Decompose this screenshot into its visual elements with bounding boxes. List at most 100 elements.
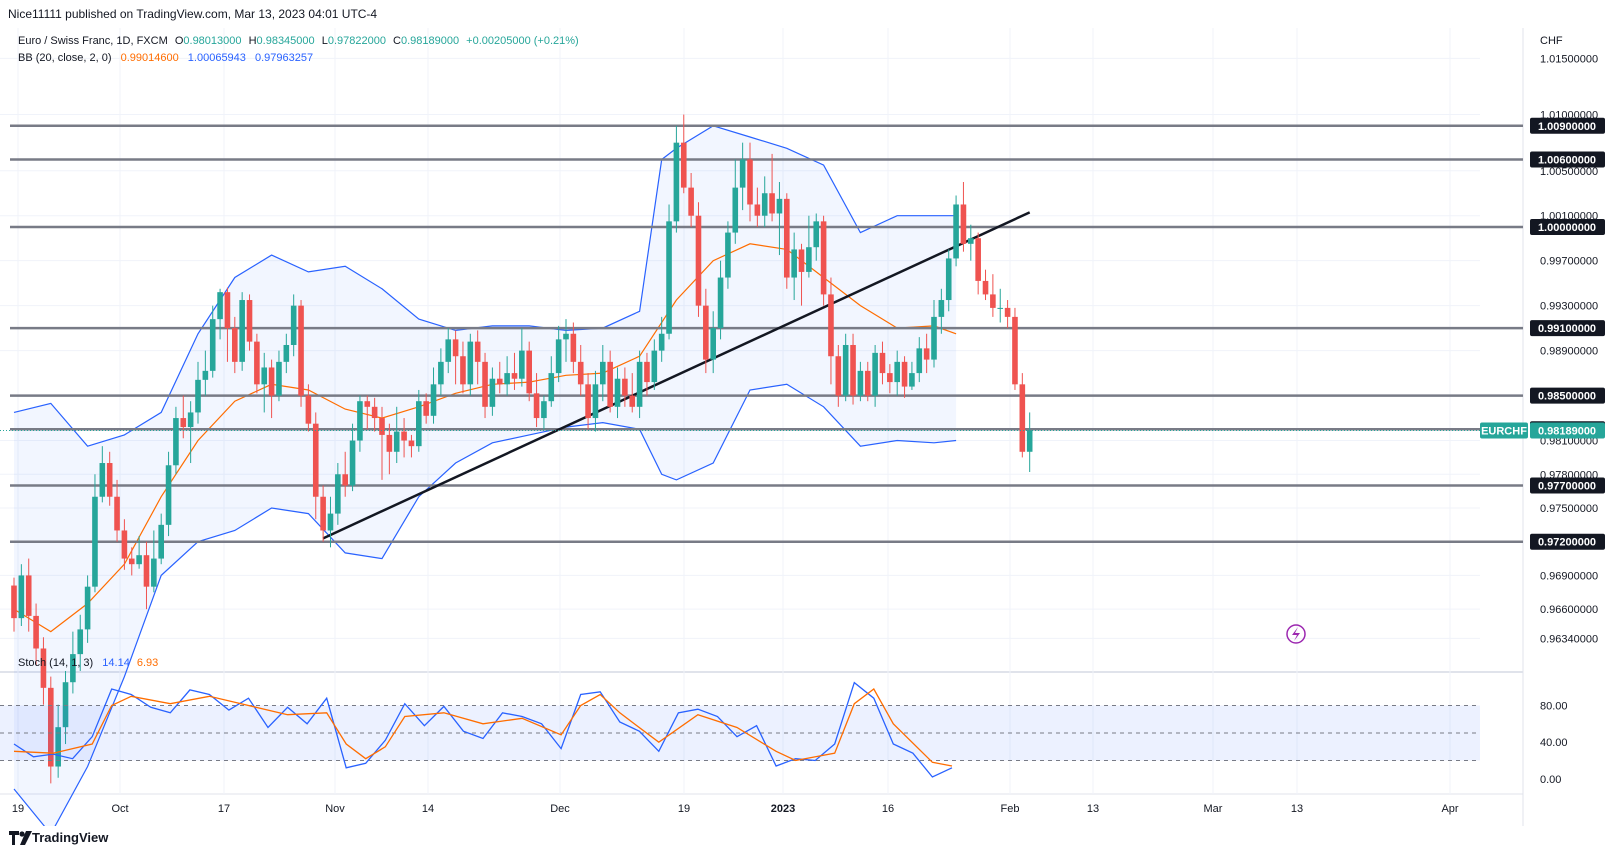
legend-o-value: 0.98013000 xyxy=(183,35,241,47)
grid-lines xyxy=(0,28,1480,794)
publish-line: Nice11111 published on TradingView.com, … xyxy=(8,7,378,21)
legend-stoch: Stoch (14, 1, 3) 14.14 6.93 xyxy=(18,657,158,669)
candle-body xyxy=(725,232,731,278)
candle-body xyxy=(386,434,393,452)
stoch-k-line xyxy=(13,681,953,778)
candle-body xyxy=(548,373,555,402)
candle-body xyxy=(268,367,275,396)
candle-body xyxy=(938,300,945,317)
price-tick-label: 0.97500000 xyxy=(1540,503,1598,515)
legend-o-key: O xyxy=(175,35,184,47)
lightning-icon[interactable] xyxy=(1286,624,1306,644)
candle-body xyxy=(305,395,312,424)
candle-body xyxy=(894,361,900,383)
candle-body xyxy=(364,401,371,407)
stoch-levels xyxy=(0,705,1480,761)
candle-body xyxy=(18,575,25,619)
candle-body xyxy=(342,474,348,486)
legend-l-value: 0.97822000 xyxy=(328,35,386,47)
tradingview-logo-icon xyxy=(9,831,32,845)
candle-body xyxy=(496,378,503,385)
candle-body xyxy=(33,615,39,649)
time-tick-label: Oct xyxy=(111,803,128,815)
time-axis: 19 Oct 17 Nov 14 Dec 19 2023 16 Feb 13 Mar 13 Apr xyxy=(12,803,1459,815)
candle-body xyxy=(136,555,142,565)
candle-body xyxy=(798,249,805,272)
candle-body xyxy=(982,280,989,295)
candle-body xyxy=(975,238,981,281)
legend-symbol: Euro / Swiss Franc, 1D, FXCM xyxy=(18,35,168,47)
legend-h-value: 0.98345000 xyxy=(257,35,315,47)
stochastic-series xyxy=(13,681,953,778)
candle-body xyxy=(990,294,996,308)
candle-body xyxy=(842,344,849,396)
footer: TradingView xyxy=(0,826,1621,857)
level-price-tag xyxy=(1530,320,1605,337)
candle-body xyxy=(77,629,84,655)
candle-body xyxy=(84,586,91,630)
price-tick-label: 0.98100000 xyxy=(1540,436,1598,448)
last-price-marker: EURCHF 0.98189000 xyxy=(1480,422,1605,439)
candle-body xyxy=(25,575,32,616)
candle-body xyxy=(408,440,415,447)
candle-body xyxy=(776,198,783,214)
candle-body xyxy=(519,350,525,379)
candle-body xyxy=(636,361,643,407)
candle-body xyxy=(747,159,753,205)
trendline[interactable] xyxy=(322,211,1031,540)
candle-body xyxy=(555,339,562,374)
symbol-tag xyxy=(1480,422,1528,439)
time-tick-label: 14 xyxy=(422,803,434,815)
candle-body xyxy=(467,341,474,385)
candle-body xyxy=(732,187,739,233)
candle-body xyxy=(791,249,797,278)
candle-body xyxy=(923,348,930,360)
candle-body xyxy=(290,305,297,345)
candle-body xyxy=(298,305,304,396)
candle-body xyxy=(460,356,466,385)
candle-body xyxy=(695,215,702,306)
candle-body xyxy=(887,373,893,383)
candle-body xyxy=(901,361,908,387)
candle-body xyxy=(187,412,194,428)
stoch-tick-label: 0.00 xyxy=(1540,774,1561,786)
candle-body xyxy=(393,431,400,452)
level-price-value: 0.98500000 xyxy=(1538,391,1596,403)
price-tick-label: 0.96900000 xyxy=(1540,570,1598,582)
candle-body xyxy=(585,384,591,419)
price-tick-label: 0.96600000 xyxy=(1540,604,1598,616)
candle-body xyxy=(482,361,488,407)
chart-canvas[interactable]: CHF 1.015000001.010000001.005000001.0010… xyxy=(0,28,1621,826)
candle-body xyxy=(312,423,319,497)
candle-body xyxy=(563,333,569,340)
price-tick-label: 0.99700000 xyxy=(1540,256,1598,268)
symbol-tag-text: EURCHF xyxy=(1481,426,1527,438)
candle-body xyxy=(688,187,694,216)
legend-bb-label: BB (20, close, 2, 0) xyxy=(18,52,112,64)
candle-body xyxy=(931,316,937,360)
candle-body xyxy=(239,300,245,362)
level-price-tag xyxy=(1530,151,1605,168)
legend-bb-basis: 0.99014600 xyxy=(121,52,179,64)
price-tick-label: 0.98900000 xyxy=(1540,346,1598,358)
time-tick-label: Apr xyxy=(1441,803,1458,815)
price-tick-label: 0.99300000 xyxy=(1540,301,1598,313)
time-tick-label: 19 xyxy=(12,803,24,815)
level-price-tag xyxy=(1530,387,1605,404)
candle-body xyxy=(379,418,385,435)
candle-body xyxy=(526,350,532,394)
time-tick-label: 2023 xyxy=(771,803,795,815)
candle-body xyxy=(489,378,496,407)
level-price-tag xyxy=(1530,117,1605,134)
time-tick-label: Nov xyxy=(325,803,345,815)
time-tick-label: 13 xyxy=(1087,803,1099,815)
candle-body xyxy=(209,319,216,371)
candle-body xyxy=(872,352,878,396)
candle-body xyxy=(165,465,172,525)
price-tick-label: 1.01500000 xyxy=(1540,53,1598,65)
level-price-tag xyxy=(1530,533,1605,550)
candle-body xyxy=(784,198,790,278)
bb-upper-line xyxy=(13,125,957,447)
candle-body xyxy=(276,361,282,396)
candle-body xyxy=(600,361,606,385)
